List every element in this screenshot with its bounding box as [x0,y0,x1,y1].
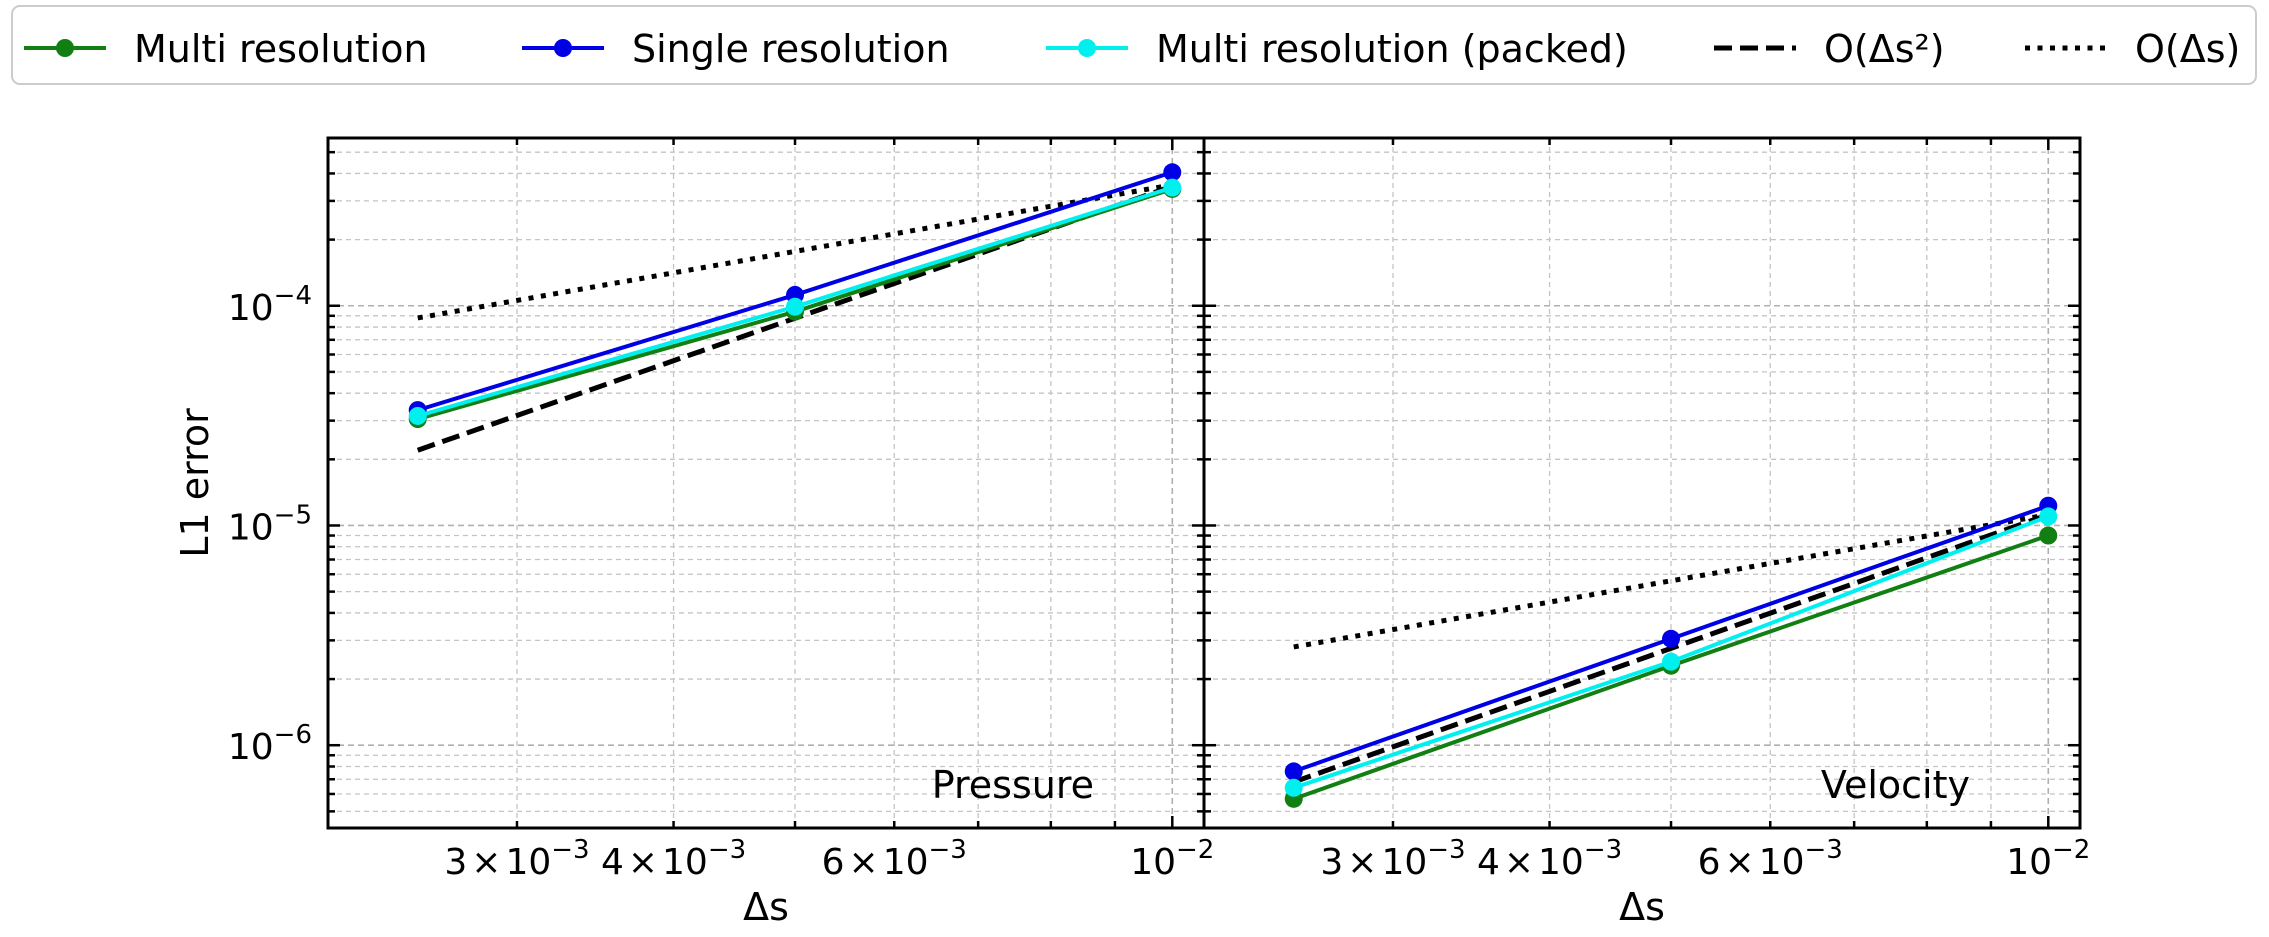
legend-label: Multi resolution [134,27,428,71]
pressure-y-tick-label: 10−4 [228,281,312,329]
legend-entry: Multi resolution [24,27,428,71]
velocity-x-tick-label: 6 × 10−3 [1698,835,1843,883]
pressure-y-tick-label: 10−5 [228,500,312,548]
legend-marker [56,39,74,57]
pressure-y-tick-label: 10−6 [228,720,312,768]
velocity-multi-resolution-packed-point [2039,507,2058,526]
legend-entry: O(Δs) [2025,27,2240,71]
velocity-ticks [1204,138,2080,828]
pressure-x-axis-label: Δs [743,885,789,929]
velocity-axes-frame [1202,136,2082,830]
velocity-panel-label: Velocity [1821,763,1970,807]
velocity-panel: 3 × 10−3 4 × 10−3 6 × 10−3 10−2 Δs Velocity [1202,136,2090,929]
velocity-single-resolution-point [1284,762,1303,781]
legend-entry: Multi resolution (packed) [1046,27,1628,71]
velocity-first-order-reference-line [1293,512,2049,650]
velocity-x-tick-label: 3 × 10−3 [1320,835,1465,883]
legend-marker [554,39,572,57]
pressure-grid [328,138,1204,828]
velocity-second-order-reference-line [1292,512,2050,785]
pressure-single-resolution-point [1163,163,1182,182]
legend-entry: Single resolution [522,27,950,71]
velocity-multi-resolution-packed-point [1662,652,1681,671]
velocity-multi-resolution-packed-point [1284,778,1303,797]
pressure-panel: 3 × 10−3 4 × 10−3 6 × 10−3 10−2 10−4 10−5 10−6 L1 err… [173,136,1214,929]
legend-frame [11,5,2257,85]
pressure-x-tick-label: 6 × 10−3 [822,835,967,883]
velocity-x-tick-label: 10−2 [2006,835,2090,883]
legend-marker [1078,39,1096,57]
pressure-plot-area [408,163,1182,453]
legend-label: O(Δs) [2135,27,2240,71]
velocity-plot-area [1284,496,2058,808]
velocity-grid [1204,138,2080,828]
legend: Multi resolution Single resolution Multi r… [11,5,2257,85]
velocity-x-axis-label: Δs [1619,885,1665,929]
pressure-x-tick-label: 3 × 10−3 [444,835,589,883]
pressure-axes-frame [326,136,1206,830]
y-axis-label: L1 error [173,408,217,558]
pressure-panel-label: Pressure [932,763,1094,807]
legend-label: Multi resolution (packed) [1156,27,1628,71]
velocity-single-resolution-point [1662,629,1681,648]
velocity-multi-resolution-point [2039,526,2058,545]
pressure-ticks [328,138,1204,828]
velocity-x-tick-label: 4 × 10−3 [1477,835,1622,883]
legend-entry: O(Δs²) [1714,27,1945,71]
pressure-x-tick-label: 10−2 [1130,835,1214,883]
pressure-multi-resolution-packed-point [1163,178,1182,197]
legend-label: Single resolution [632,27,950,71]
pressure-first-order-reference-line [417,182,1173,321]
pressure-multi-resolution-packed-point [408,406,427,425]
pressure-x-tick-label: 4 × 10−3 [601,835,746,883]
pressure-multi-resolution-packed-point [786,297,805,316]
legend-label: O(Δs²) [1824,27,1945,71]
